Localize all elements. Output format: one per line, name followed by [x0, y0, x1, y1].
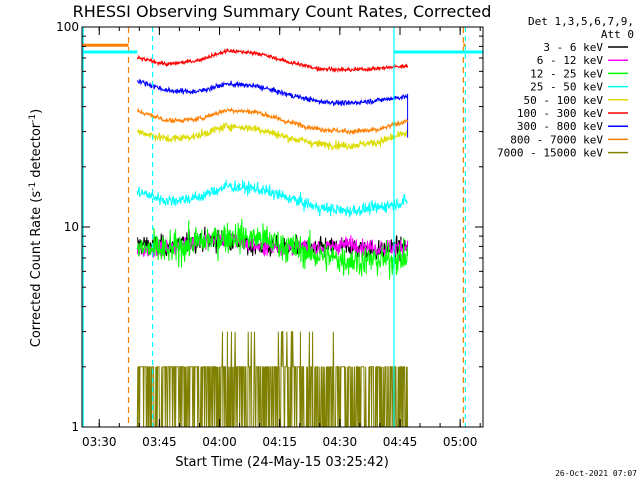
series-line-3	[136, 179, 408, 218]
legend-label: 50 - 100 keV	[524, 94, 604, 107]
y-axis-label-mid: detector	[29, 122, 44, 182]
legend-label: 3 - 6 keV	[543, 41, 603, 54]
y-axis-label-end: )	[29, 109, 44, 114]
y-axis-label: Corrected Count Rate (s-1 detector-1)	[28, 109, 44, 347]
y-tick-label: 100	[56, 20, 79, 34]
x-tick-label: 04:30	[323, 435, 358, 449]
series-line-2	[136, 218, 409, 280]
legend-label: 12 - 25 keV	[530, 67, 603, 80]
legend-label: 300 - 800 keV	[517, 120, 603, 133]
series-line-6	[136, 78, 409, 138]
x-axis-label: Start Time (24-May-15 03:25:42)	[175, 455, 389, 470]
series-line-8	[136, 331, 409, 428]
legend-label: 7000 - 15000 keV	[497, 147, 603, 160]
x-tick-label: 04:45	[383, 435, 418, 449]
y-axis-label-sup-1: -1	[28, 182, 38, 191]
y-tick-label: 10	[64, 220, 79, 234]
legend-header-line-2: Att 0	[601, 28, 634, 41]
x-tick-label: 04:15	[262, 435, 297, 449]
series-line-7	[136, 106, 409, 136]
x-tick-label: 03:30	[82, 435, 117, 449]
series-line-5	[136, 48, 409, 74]
generated-timestamp: 26-Oct-2021 07:07	[555, 469, 637, 478]
legend-label: 100 - 300 keV	[517, 107, 603, 120]
chart-title: RHESSI Observing Summary Count Rates, Co…	[73, 2, 492, 21]
plot-area	[82, 27, 483, 428]
legend-label: 25 - 50 keV	[530, 81, 603, 94]
y-axis-label-main: Corrected Count Rate (s	[29, 191, 44, 348]
y-axis-label-sup-2: -1	[28, 114, 38, 123]
x-tick-label: 05:00	[443, 435, 478, 449]
x-tick-label: 03:45	[142, 435, 177, 449]
legend-label: 800 - 7000 keV	[510, 133, 603, 146]
y-axis: 1 10 100	[56, 20, 483, 434]
series-line-4	[136, 122, 409, 151]
x-axis: 03:30 03:45 04:00 04:15 04:30 04:45 05:00	[82, 27, 481, 449]
y-tick-label: 1	[71, 420, 79, 434]
x-tick-label: 04:00	[202, 435, 237, 449]
legend-label: 6 - 12 keV	[537, 54, 604, 67]
legend-header-line-1: Det 1,3,5,6,7,9,	[528, 15, 634, 28]
